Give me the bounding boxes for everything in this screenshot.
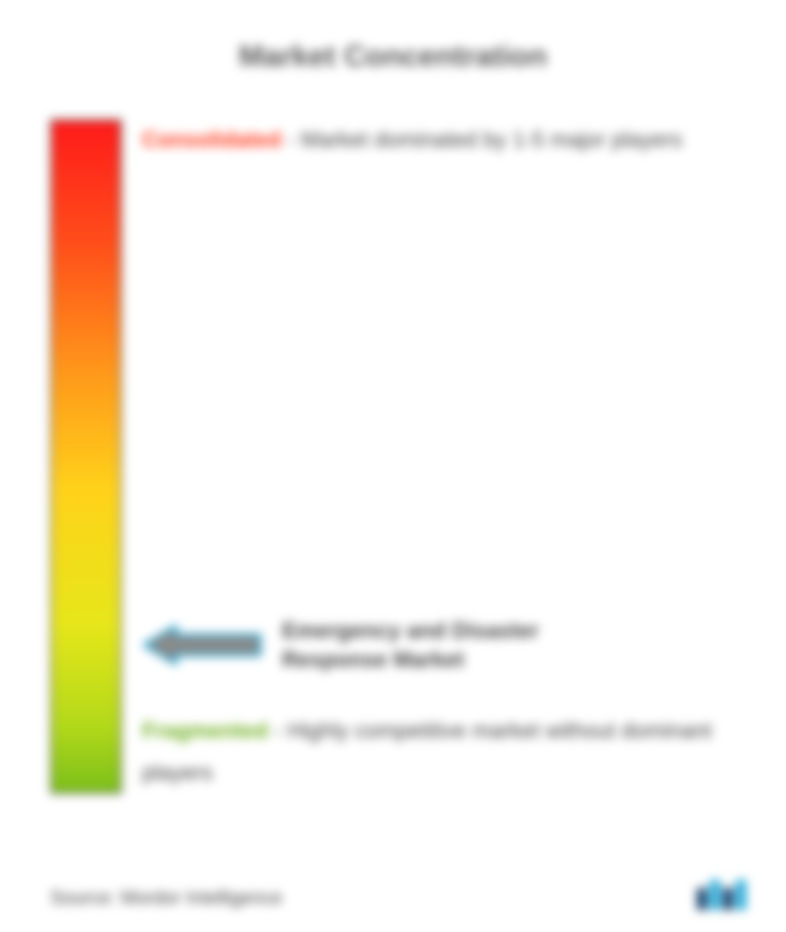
consolidated-label: Consolidated - Market dominated by 1-5 m… xyxy=(142,119,726,161)
consolidated-description: - Market dominated by 1-5 major players xyxy=(287,127,682,152)
infographic-container: Market Concentration Consolidated - Mark… xyxy=(0,0,786,932)
chart-title: Market Concentration xyxy=(50,40,736,74)
labels-column: Consolidated - Market dominated by 1-5 m… xyxy=(142,119,736,794)
concentration-gradient-bar xyxy=(50,119,122,794)
source-attribution: Source: Mordor Intelligence xyxy=(50,888,282,910)
footer-row: Source: Mordor Intelligence xyxy=(50,880,746,910)
consolidated-highlight: Consolidated xyxy=(142,127,281,152)
market-name-label: Emergency and Disaster Response Market xyxy=(282,616,632,675)
chart-body: Consolidated - Market dominated by 1-5 m… xyxy=(50,119,736,819)
brand-logo xyxy=(697,880,746,910)
market-position-marker: Emergency and Disaster Response Market xyxy=(142,616,632,675)
arrow-left-icon xyxy=(142,622,262,668)
fragmented-label: Fragmented - Highly competitive market w… xyxy=(142,710,726,794)
fragmented-highlight: Fragmented xyxy=(142,718,268,743)
